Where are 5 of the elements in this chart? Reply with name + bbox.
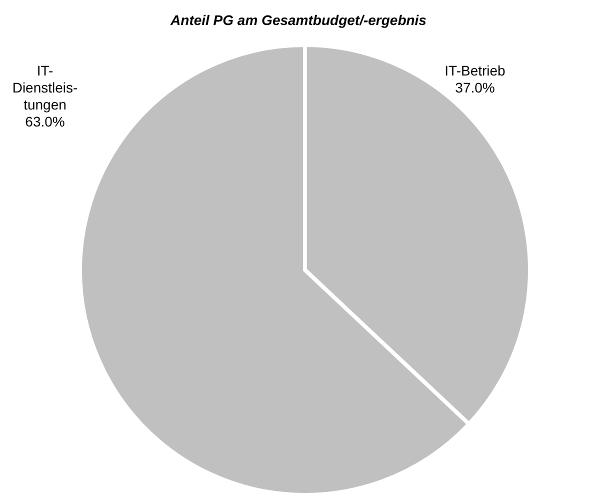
data-label: 63.0% — [25, 114, 65, 130]
slice-label: IT-Betrieb — [444, 62, 506, 78]
chart-title: Anteil PG am Gesamtbudget/-ergebnis — [170, 12, 427, 28]
slice-label: IT- Dienstleis- tungen — [12, 62, 78, 112]
data-label: 37.0% — [455, 80, 495, 96]
